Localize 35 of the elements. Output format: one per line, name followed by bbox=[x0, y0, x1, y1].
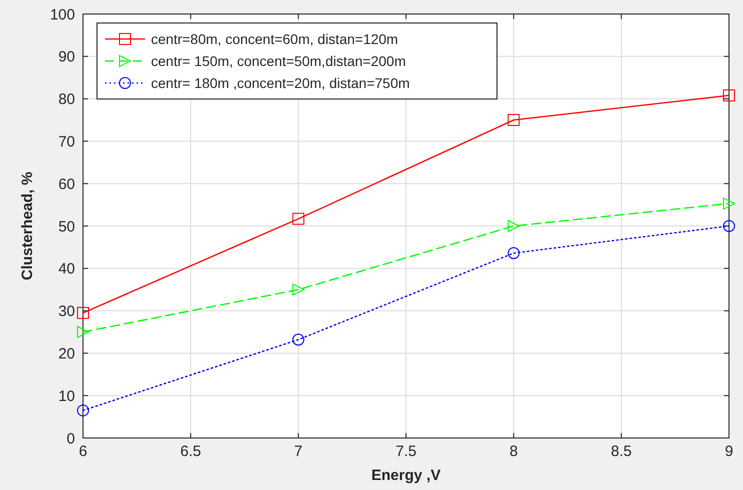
y-tick-label: 30 bbox=[58, 303, 75, 320]
x-tick-label: 8 bbox=[509, 443, 518, 460]
y-tick-label: 40 bbox=[58, 260, 75, 278]
point bbox=[292, 334, 304, 346]
y-tick-label: 10 bbox=[58, 388, 75, 405]
point bbox=[77, 306, 89, 319]
y-tick-label: 0 bbox=[66, 430, 75, 448]
point bbox=[77, 326, 89, 338]
y-tick-label: 20 bbox=[58, 345, 75, 362]
legend-label: centr= 150m, concent=50m,distan=200m bbox=[151, 52, 406, 69]
y-tick-label: 70 bbox=[58, 133, 75, 150]
x-tick-label: 8.5 bbox=[610, 443, 632, 460]
y-tick-label: 90 bbox=[58, 48, 75, 66]
x-tick-label: 7.5 bbox=[396, 443, 416, 460]
x-tick-label: 9 bbox=[724, 443, 734, 460]
point bbox=[292, 212, 304, 225]
x-tick-label: 6 bbox=[78, 443, 88, 460]
y-tick-label: 50 bbox=[58, 218, 75, 236]
point bbox=[508, 114, 520, 126]
x-tick-label: 7 bbox=[294, 443, 303, 460]
point bbox=[508, 247, 520, 260]
point bbox=[723, 89, 735, 102]
y-tick-label: 80 bbox=[58, 91, 75, 108]
y-tick-label: 100 bbox=[50, 6, 75, 24]
point bbox=[508, 220, 520, 232]
legend-label: centr=80m, concent=60m, distan=120m bbox=[151, 30, 398, 47]
point bbox=[723, 198, 735, 210]
y-tick-label: 60 bbox=[58, 176, 75, 193]
legend-label: centr= 180m ,concent=20m, distan=750m bbox=[151, 74, 410, 91]
y-axis-title: Clusterhead, % bbox=[19, 172, 36, 280]
point bbox=[292, 284, 304, 296]
point bbox=[723, 220, 735, 232]
x-axis-title: Energy ,V bbox=[371, 467, 441, 484]
point bbox=[77, 404, 89, 416]
x-tick-label: 6.5 bbox=[180, 443, 202, 460]
